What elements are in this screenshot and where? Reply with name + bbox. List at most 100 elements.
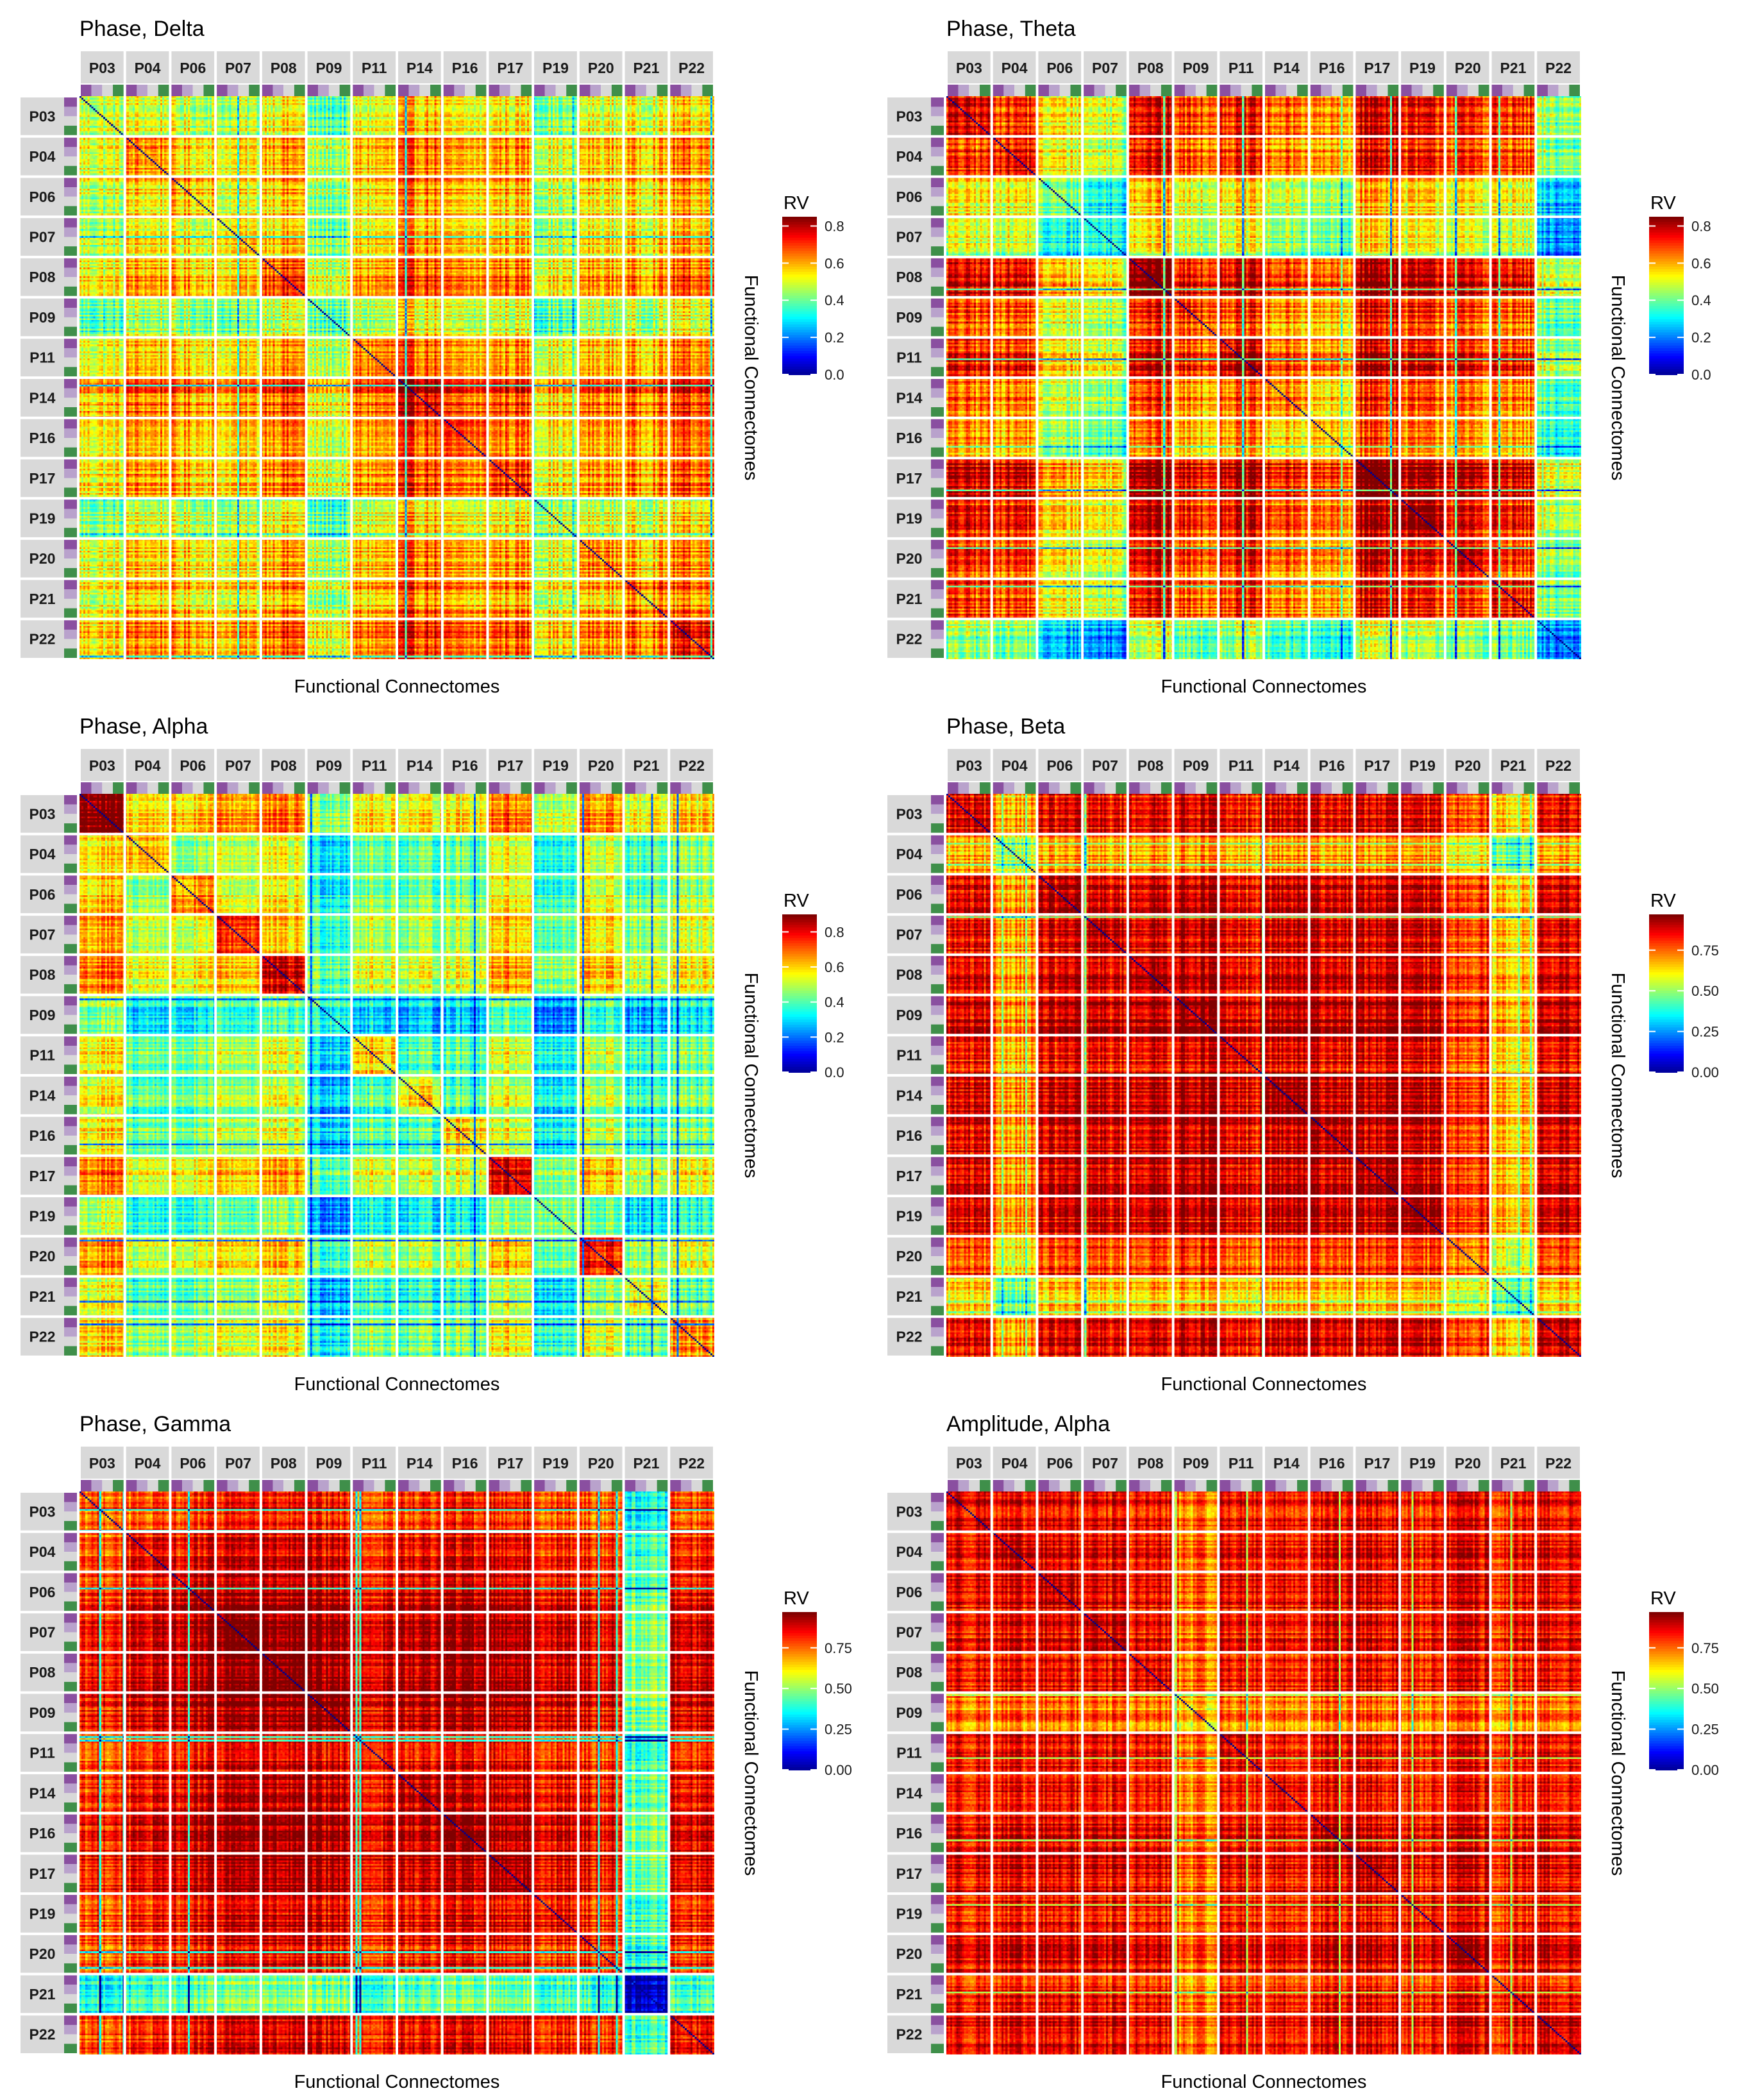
condition-color-key xyxy=(1537,782,1548,794)
condition-color-key xyxy=(931,326,944,337)
row-strip-label: P22 xyxy=(29,1329,56,1345)
row-strip xyxy=(887,1814,931,1852)
colorbar-segment xyxy=(1649,243,1684,247)
colorbar-segment xyxy=(1649,314,1684,317)
colorbar-tick-label: 0.50 xyxy=(1691,1681,1719,1697)
row-strip xyxy=(21,795,64,833)
colorbar-segment xyxy=(1649,287,1684,291)
heatmap-panel: Phase, Delta P03 P03 P04 P04 P06 P06 P07 P07 P08 P… xyxy=(21,17,844,697)
colorbar-tick-label: 0.4 xyxy=(825,995,844,1011)
condition-color-key xyxy=(64,1077,77,1086)
condition-color-key xyxy=(931,629,944,639)
condition-color-key xyxy=(1537,1480,1548,1491)
condition-color-key xyxy=(1332,1480,1343,1491)
condition-color-key xyxy=(64,1552,77,1561)
colorbar-segment xyxy=(1649,1004,1684,1007)
colorbar-segment xyxy=(1649,285,1684,289)
colorbar-segment xyxy=(1649,1714,1684,1718)
condition-color-key xyxy=(1310,782,1321,794)
colorbar-segment xyxy=(1649,975,1684,979)
colorbar-segment xyxy=(782,361,817,365)
condition-color-key xyxy=(249,1480,260,1491)
condition-color-key xyxy=(1321,1480,1332,1491)
row-strip-label: P07 xyxy=(896,927,923,943)
column-strip xyxy=(1310,51,1354,83)
row-strip xyxy=(21,1077,64,1114)
condition-color-key xyxy=(579,782,591,794)
condition-color-key xyxy=(64,97,77,107)
condition-color-key xyxy=(931,1237,944,1247)
column-strip xyxy=(534,749,577,781)
colorbar-segment xyxy=(782,977,817,981)
y-axis-label: Functional Connectomes xyxy=(741,973,761,1179)
row-strip xyxy=(21,1814,64,1852)
condition-color-key xyxy=(958,85,969,96)
condition-color-key xyxy=(555,782,567,794)
colorbar-segment xyxy=(782,1761,817,1765)
column-strip xyxy=(126,51,169,83)
colorbar-segment xyxy=(1649,240,1684,244)
column-strip-label: P04 xyxy=(1002,60,1028,76)
condition-color-key xyxy=(1094,85,1105,96)
column-strip-label: P17 xyxy=(497,757,523,774)
condition-color-key xyxy=(1377,1480,1388,1491)
condition-color-key xyxy=(64,116,77,126)
condition-color-key xyxy=(510,782,521,794)
condition-color-key xyxy=(158,1480,169,1491)
condition-color-key xyxy=(430,782,441,794)
column-strip xyxy=(1537,51,1580,83)
condition-color-key xyxy=(931,1166,944,1176)
colorbar-segment xyxy=(782,1615,817,1618)
column-strip-label: P14 xyxy=(407,60,433,76)
condition-color-key xyxy=(1161,1480,1172,1491)
condition-color-key xyxy=(192,85,204,96)
condition-color-key xyxy=(931,814,944,824)
column-strip-label: P22 xyxy=(678,1455,705,1472)
column-strip-label: P16 xyxy=(452,60,478,76)
colorbar-segment xyxy=(782,237,817,241)
column-strip xyxy=(1265,749,1308,781)
condition-color-key xyxy=(680,85,692,96)
row-strip xyxy=(21,580,64,618)
colorbar-segment xyxy=(1649,948,1684,952)
condition-color-key xyxy=(931,286,944,296)
condition-color-key xyxy=(931,165,944,176)
condition-color-key xyxy=(931,237,944,247)
column-strip xyxy=(1174,1447,1218,1479)
condition-color-key xyxy=(931,1157,944,1167)
condition-color-key xyxy=(489,782,500,794)
condition-color-key xyxy=(1265,1480,1276,1491)
colorbar-segment xyxy=(782,1643,817,1647)
colorbar-segment xyxy=(1649,327,1684,331)
row-strip xyxy=(21,539,64,578)
row-strip xyxy=(887,1774,931,1812)
condition-color-key xyxy=(1332,85,1343,96)
colorbar-segment xyxy=(782,264,817,267)
colorbar-segment xyxy=(782,920,817,923)
colorbar-segment xyxy=(1649,1701,1684,1705)
colorbar-segment xyxy=(782,1046,817,1050)
colorbar-segment xyxy=(1649,1020,1684,1023)
condition-color-key xyxy=(931,1561,944,1571)
condition-color-key xyxy=(64,539,77,550)
colorbar-segment xyxy=(782,230,817,233)
column-strip xyxy=(1174,51,1218,83)
colorbar-segment xyxy=(782,959,817,962)
colorbar-segment xyxy=(1649,1683,1684,1686)
condition-color-key xyxy=(64,2044,77,2053)
condition-color-key xyxy=(64,1793,77,1803)
condition-color-key xyxy=(1478,1480,1489,1491)
condition-color-key xyxy=(499,85,510,96)
condition-color-key xyxy=(931,500,944,509)
condition-color-key xyxy=(931,1935,944,1945)
condition-color-key xyxy=(64,1975,77,1985)
colorbar-segment xyxy=(1649,227,1684,231)
condition-color-key xyxy=(931,246,944,256)
colorbar-segment xyxy=(782,246,817,249)
condition-color-key xyxy=(64,286,77,296)
condition-color-key xyxy=(64,258,77,268)
condition-color-key xyxy=(931,2034,944,2044)
condition-color-key xyxy=(931,97,944,107)
condition-color-key xyxy=(1457,85,1468,96)
condition-color-key xyxy=(566,782,577,794)
